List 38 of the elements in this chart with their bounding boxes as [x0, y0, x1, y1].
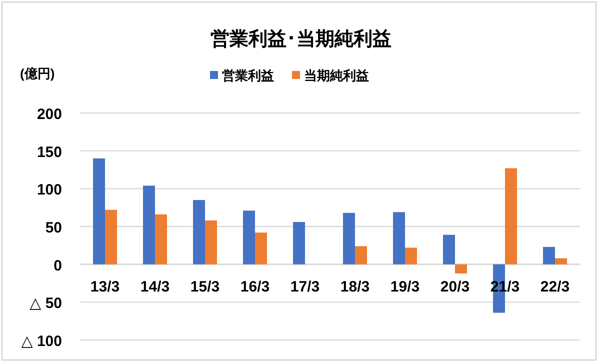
legend-label: 営業利益 [222, 68, 274, 83]
x-tick-label: 20/3 [440, 278, 470, 296]
x-tick-label: 16/3 [240, 278, 270, 296]
bar [555, 258, 567, 264]
y-tick-label: 50 [45, 220, 62, 236]
x-tick-label: 17/3 [290, 278, 320, 296]
bar [293, 222, 305, 264]
chart-title: 営業利益･当期純利益 [210, 28, 392, 50]
y-tick-label: 150 [36, 144, 62, 161]
x-tick-label: 13/3 [90, 278, 120, 296]
bar [143, 186, 155, 264]
x-tick-label: 22/3 [540, 278, 570, 296]
y-tick-label: 100 [36, 182, 62, 199]
y-tick-label: 200 [36, 106, 62, 123]
x-tick-label: 15/3 [190, 278, 220, 296]
bar [105, 210, 117, 264]
bar [205, 220, 217, 264]
bar [355, 246, 367, 264]
legend-label: 当期純利益 [304, 68, 369, 83]
y-tick-label: △ 50 [30, 295, 62, 312]
bar [405, 248, 417, 264]
bar [455, 264, 467, 274]
bar [155, 214, 167, 264]
y-axis-title: (億円) [20, 66, 55, 81]
bar [255, 232, 267, 264]
bar [193, 200, 205, 264]
bar [443, 234, 455, 264]
bar [93, 158, 105, 264]
x-tick-label: 19/3 [390, 278, 420, 296]
x-tick-label: 18/3 [340, 278, 370, 296]
bar [505, 168, 517, 264]
bar [393, 212, 405, 264]
y-tick-label: △ 100 [21, 333, 62, 350]
bar [243, 210, 255, 264]
y-tick-label: 0 [54, 257, 62, 274]
x-tick-label: 14/3 [140, 278, 170, 296]
bar [543, 246, 555, 264]
bar [343, 212, 355, 264]
